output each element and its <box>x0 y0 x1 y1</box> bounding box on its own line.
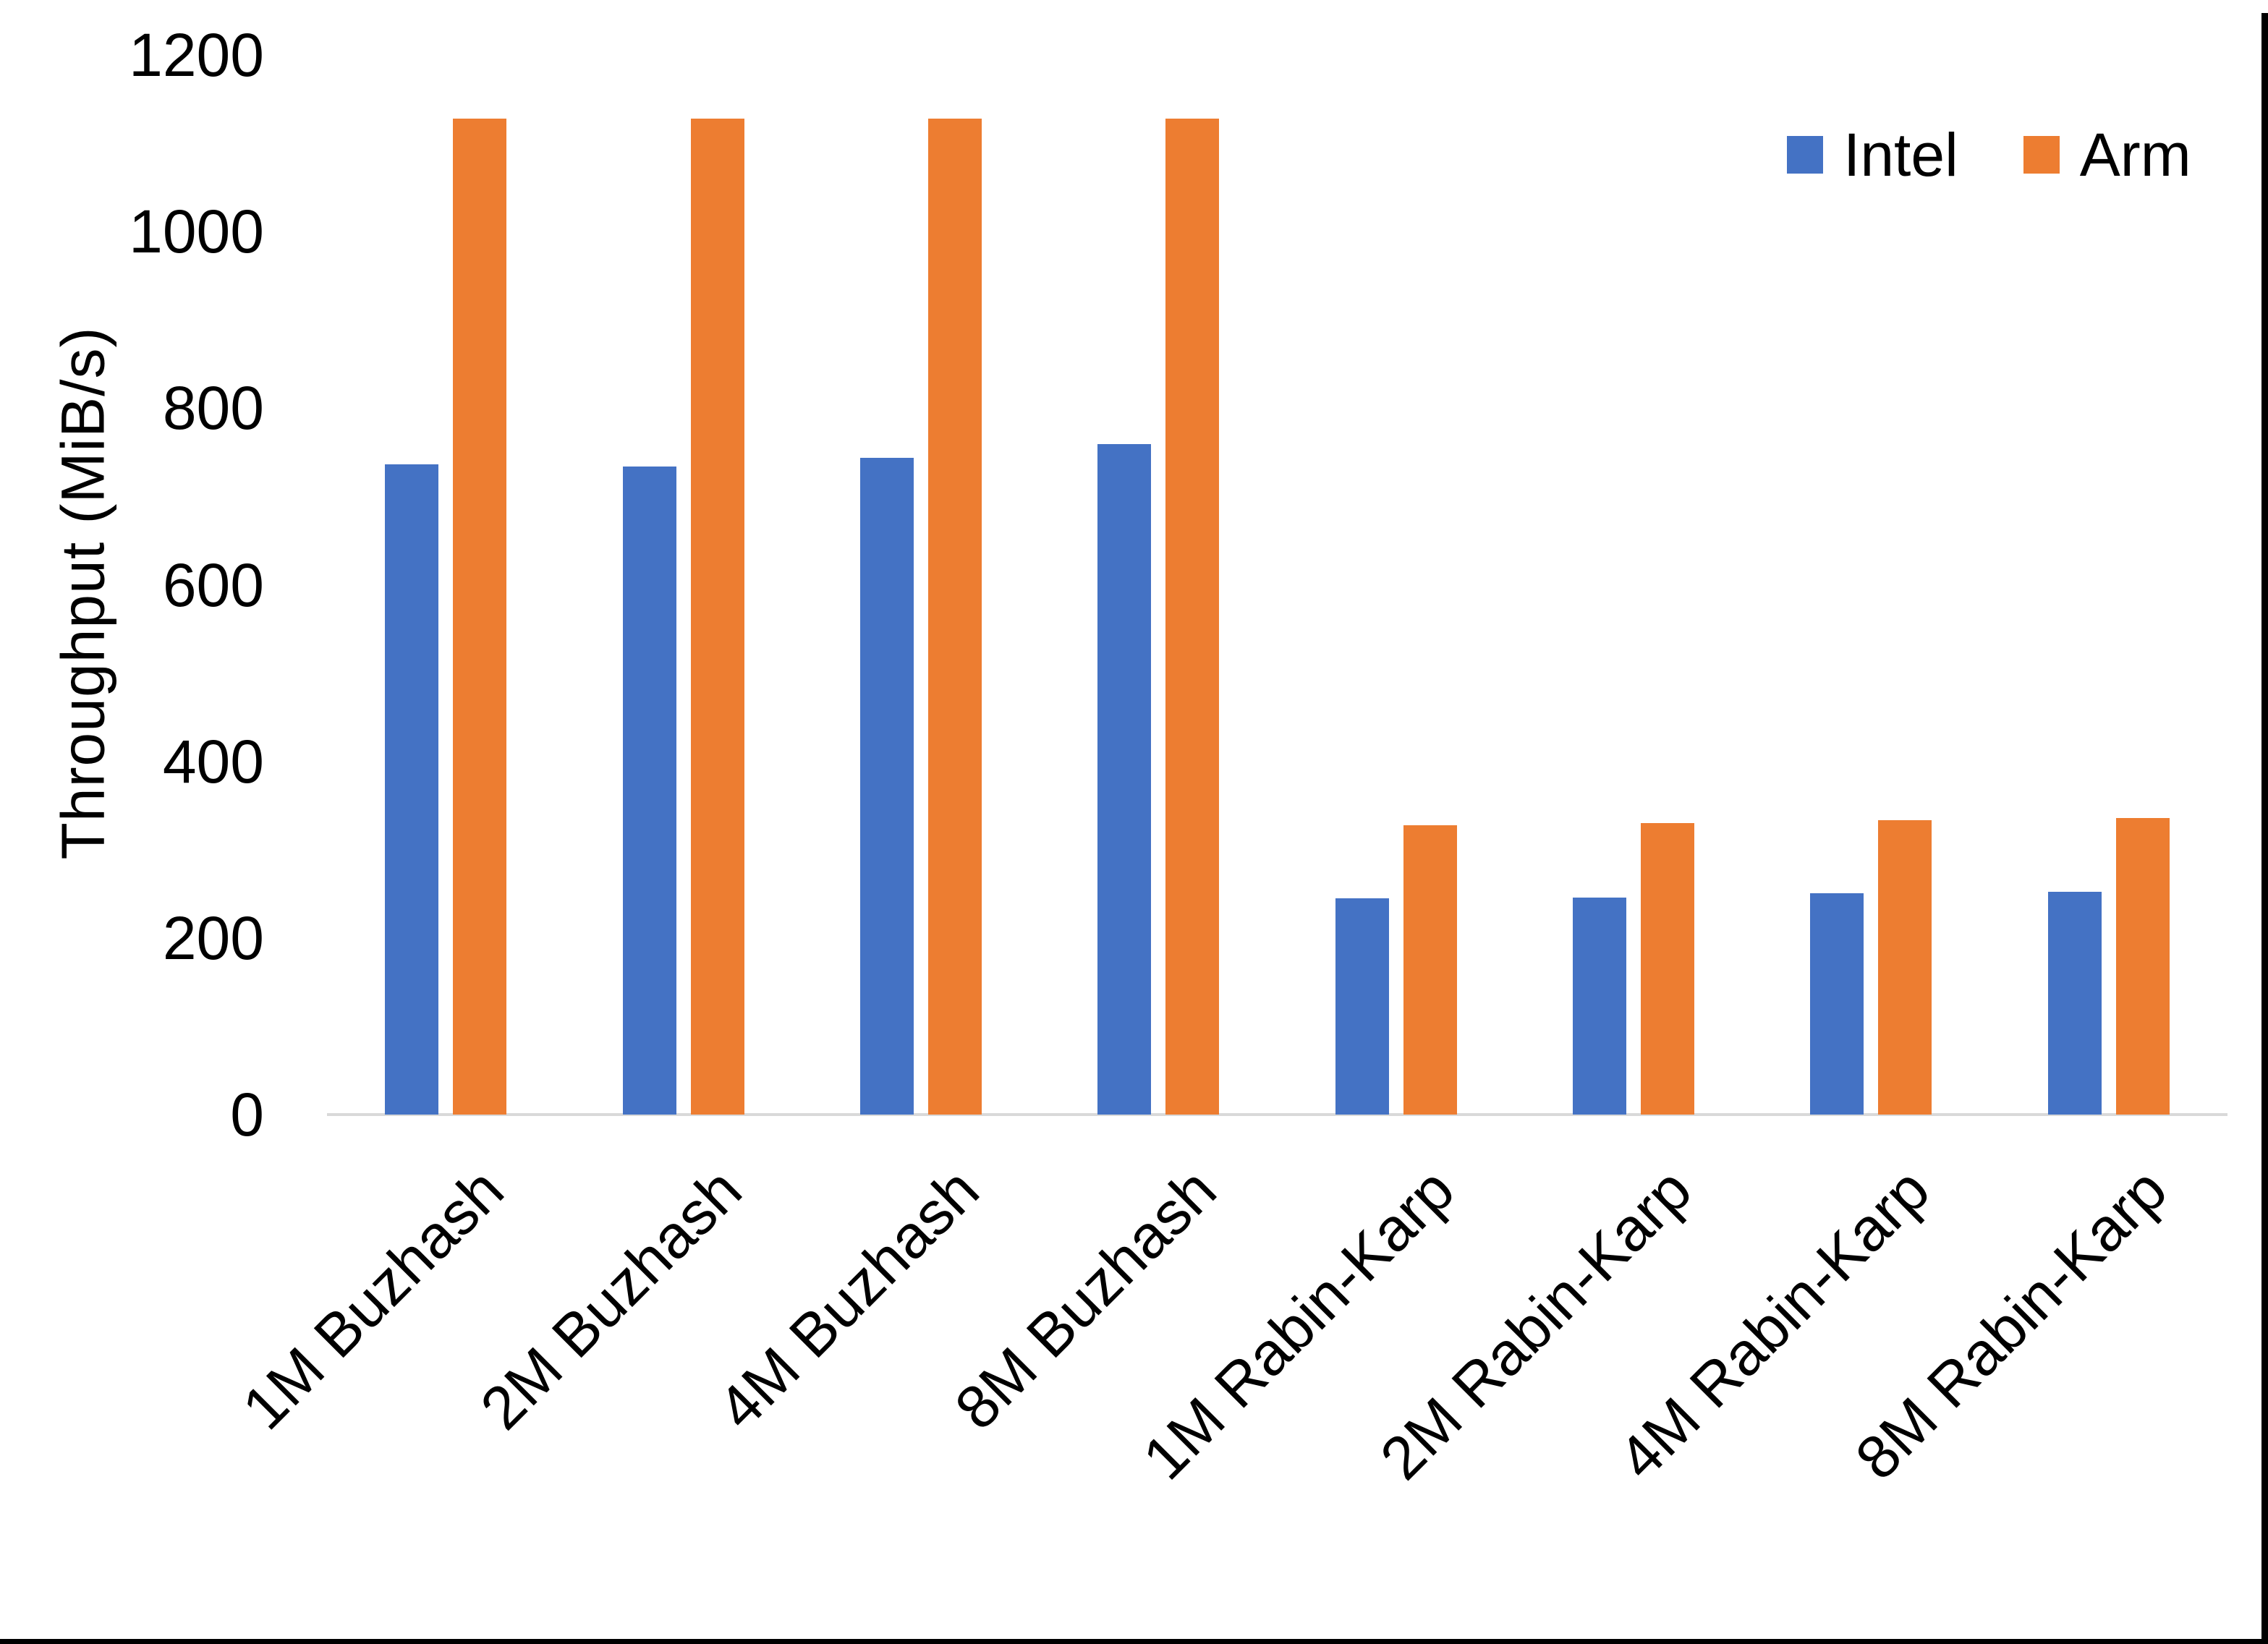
legend-label-arm: Arm <box>2079 121 2191 189</box>
legend-item-intel: Intel <box>1787 124 1958 185</box>
x-axis-line <box>327 1113 2227 1116</box>
bar-group-4m-rabin-karp <box>1752 55 1989 1115</box>
legend-label-intel: Intel <box>1843 121 1958 189</box>
window-border-right <box>2261 13 2268 1644</box>
bar-group-8m-rabin-karp <box>1990 55 2227 1115</box>
bar-intel-2m-buzhash <box>622 466 676 1115</box>
legend-swatch-arm <box>2023 136 2060 174</box>
window-border-bottom <box>0 1639 2268 1644</box>
bar-intel-8m-rabin-karp <box>2047 892 2102 1115</box>
bar-arm-2m-rabin-karp <box>1641 823 1695 1115</box>
bar-arm-4m-buzhash <box>927 118 982 1115</box>
legend-item-arm: Arm <box>2023 124 2191 185</box>
bar-group-2m-rabin-karp <box>1515 55 1752 1115</box>
bar-arm-1m-buzhash <box>453 118 507 1115</box>
bar-group-1m-buzhash <box>327 55 564 1115</box>
legend: Intel Arm <box>1787 124 2191 185</box>
bar-arm-2m-buzhash <box>690 118 744 1115</box>
bar-intel-1m-rabin-karp <box>1335 898 1389 1115</box>
bar-intel-8m-buzhash <box>1097 444 1152 1115</box>
legend-swatch-intel <box>1787 136 1823 174</box>
bar-intel-4m-rabin-karp <box>1810 893 1864 1115</box>
bar-groups <box>327 55 2227 1115</box>
bar-group-1m-rabin-karp <box>1278 55 1515 1115</box>
y-axis-tick-label: 800 <box>162 374 264 443</box>
y-axis-tick-label: 0 <box>230 1081 264 1149</box>
y-axis-tick-label: 1200 <box>129 21 264 89</box>
bar-group-2m-buzhash <box>564 55 802 1115</box>
bar-arm-4m-rabin-karp <box>1878 820 1932 1115</box>
y-axis-tick-label: 600 <box>162 550 264 619</box>
bar-intel-1m-buzhash <box>385 464 439 1115</box>
bar-arm-8m-rabin-karp <box>2115 817 2170 1115</box>
bar-group-8m-buzhash <box>1040 55 1277 1115</box>
bar-group-4m-buzhash <box>802 55 1040 1115</box>
bar-arm-8m-buzhash <box>1165 118 1220 1115</box>
y-axis-tick-label: 400 <box>162 727 264 796</box>
y-axis-tick-label: 200 <box>162 903 264 972</box>
plot-area <box>327 55 2227 1116</box>
y-axis-tick-label: 1000 <box>129 197 264 266</box>
bar-intel-2m-rabin-karp <box>1573 897 1627 1115</box>
bar-intel-4m-buzhash <box>859 457 914 1115</box>
bar-arm-1m-rabin-karp <box>1403 825 1457 1115</box>
